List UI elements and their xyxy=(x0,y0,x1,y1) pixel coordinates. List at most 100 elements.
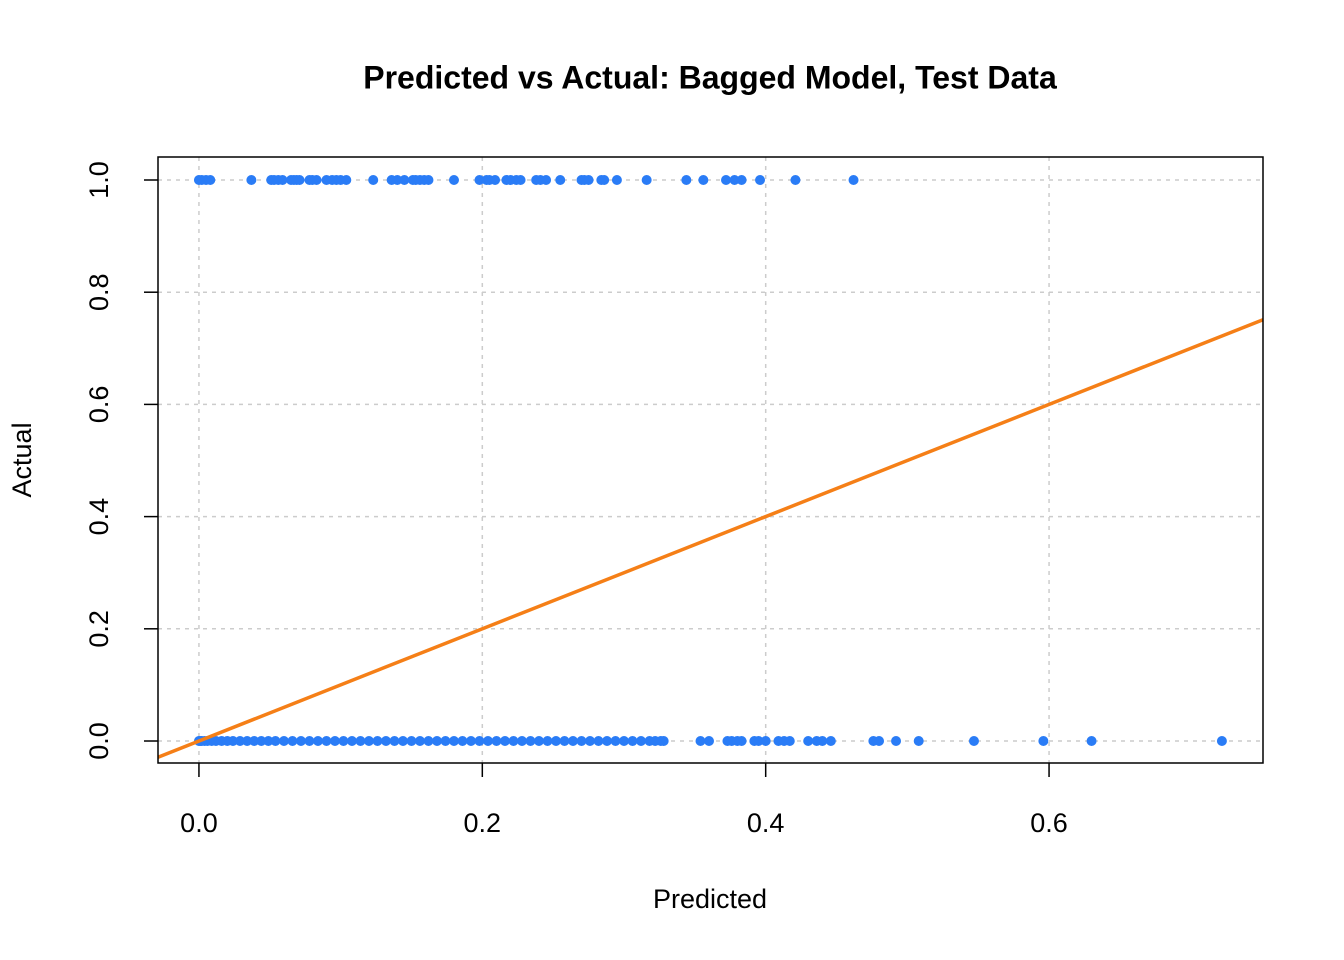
point xyxy=(593,736,604,747)
point xyxy=(474,736,485,747)
point xyxy=(1038,736,1049,747)
y-axis-label: Actual xyxy=(7,422,37,497)
point xyxy=(913,736,924,747)
point xyxy=(550,736,561,747)
point xyxy=(721,175,732,186)
point xyxy=(658,736,669,747)
point xyxy=(431,736,442,747)
point xyxy=(465,736,476,747)
axes: 0.0 0.2 0.4 0.6 0.0 0.2 0.4 0.6 0.8 1.0 xyxy=(84,161,1068,838)
x-tick-label: 0.2 xyxy=(464,808,502,838)
point xyxy=(491,736,502,747)
point xyxy=(601,736,612,747)
point xyxy=(423,736,434,747)
point xyxy=(729,175,740,186)
point xyxy=(235,736,246,747)
point xyxy=(803,736,814,747)
point xyxy=(567,736,578,747)
y-tick-label: 1.0 xyxy=(84,161,114,199)
point xyxy=(406,736,417,747)
point xyxy=(338,736,349,747)
point xyxy=(249,736,260,747)
point xyxy=(817,736,828,747)
point xyxy=(414,736,425,747)
point xyxy=(1216,736,1227,747)
point xyxy=(611,175,622,186)
x-tick-label: 0.6 xyxy=(1030,808,1068,838)
point xyxy=(874,736,885,747)
y-tick-label: 0.8 xyxy=(84,273,114,311)
point xyxy=(610,736,621,747)
point xyxy=(329,736,340,747)
point xyxy=(389,736,400,747)
point xyxy=(368,175,379,186)
point xyxy=(287,736,298,747)
plot-frame xyxy=(157,156,1264,764)
point xyxy=(583,175,594,186)
point xyxy=(399,175,410,186)
point xyxy=(641,175,652,186)
point xyxy=(736,175,747,186)
point xyxy=(311,175,322,186)
point xyxy=(698,175,709,186)
point xyxy=(825,736,836,747)
point xyxy=(392,175,403,186)
point xyxy=(312,736,323,747)
point xyxy=(790,175,801,186)
point xyxy=(227,736,238,747)
y-tick-label: 0.0 xyxy=(84,722,114,760)
point xyxy=(736,736,747,747)
point xyxy=(704,736,715,747)
point xyxy=(295,736,306,747)
point xyxy=(542,736,553,747)
point xyxy=(1086,736,1097,747)
point xyxy=(457,736,468,747)
reference-line xyxy=(158,318,1263,759)
plot-area xyxy=(158,175,1263,759)
point xyxy=(363,736,374,747)
point xyxy=(760,736,771,747)
point xyxy=(448,175,459,186)
point xyxy=(525,736,536,747)
point xyxy=(753,736,764,747)
point xyxy=(848,175,859,186)
point xyxy=(355,736,366,747)
point xyxy=(636,736,647,747)
point xyxy=(380,736,391,747)
chart-title: Predicted vs Actual: Bagged Model, Test … xyxy=(363,59,1057,95)
point xyxy=(242,736,253,747)
x-axis-label: Predicted xyxy=(653,884,767,914)
grid xyxy=(158,157,1263,763)
point xyxy=(695,736,706,747)
point xyxy=(397,736,408,747)
point xyxy=(755,175,766,186)
point xyxy=(440,736,451,747)
point xyxy=(559,736,570,747)
point xyxy=(533,736,544,747)
point xyxy=(499,736,510,747)
point xyxy=(619,736,630,747)
point xyxy=(490,175,501,186)
y-tick-label: 0.6 xyxy=(84,386,114,424)
point xyxy=(246,175,257,186)
point xyxy=(423,175,434,186)
y-tick-label: 0.4 xyxy=(84,498,114,536)
point xyxy=(263,736,274,747)
point xyxy=(270,736,281,747)
point xyxy=(474,175,485,186)
point xyxy=(584,736,595,747)
x-tick-label: 0.0 xyxy=(180,808,218,838)
point xyxy=(341,175,352,186)
point xyxy=(304,736,315,747)
point xyxy=(448,736,459,747)
point xyxy=(627,736,638,747)
point xyxy=(482,736,493,747)
point xyxy=(372,736,383,747)
point xyxy=(599,175,610,186)
point xyxy=(508,736,519,747)
point xyxy=(681,175,692,186)
point xyxy=(968,736,979,747)
point xyxy=(576,736,587,747)
